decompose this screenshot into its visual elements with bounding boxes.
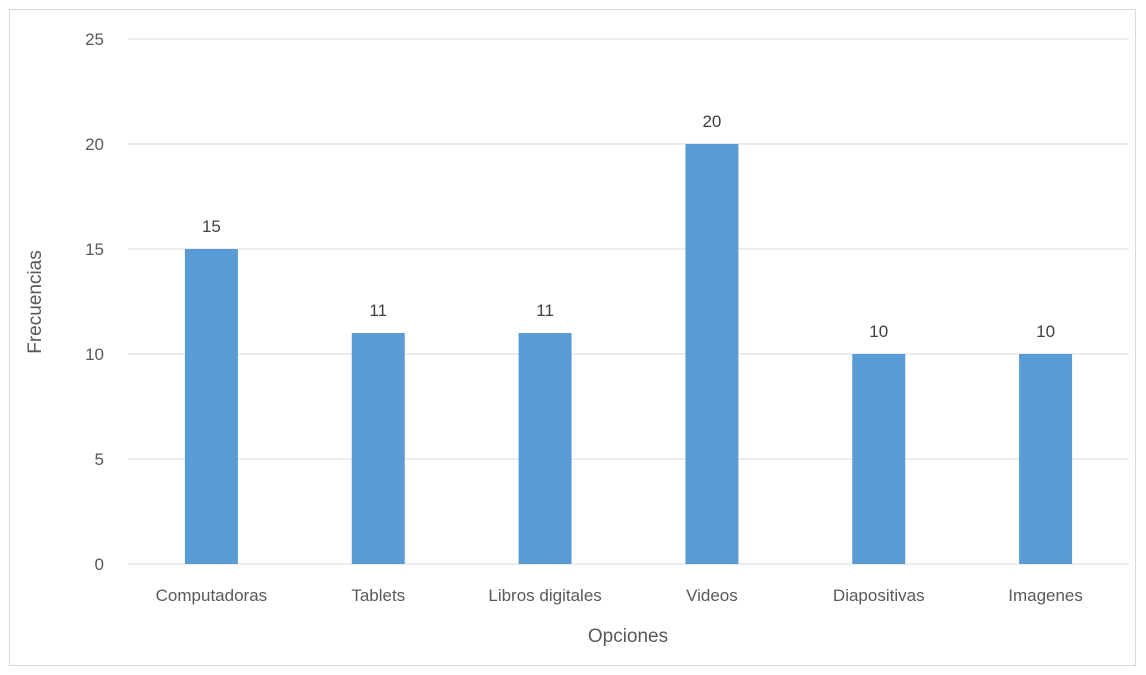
- category-label: Videos: [686, 586, 738, 605]
- y-tick-label: 10: [85, 345, 104, 364]
- bar: [1019, 354, 1073, 564]
- category-label: Libros digitales: [488, 586, 601, 605]
- data-label: 10: [1036, 322, 1055, 341]
- y-tick-label: 15: [85, 240, 104, 259]
- category-label: Imagenes: [1008, 586, 1083, 605]
- category-label: Computadoras: [156, 586, 268, 605]
- y-tick-label: 25: [85, 30, 104, 49]
- bar: [852, 354, 906, 564]
- y-tick-label: 5: [95, 450, 104, 469]
- data-label: 20: [702, 112, 721, 131]
- category-labels: Computadoras Tablets Libros digitales Video…: [156, 586, 1083, 605]
- y-tick-label: 0: [95, 555, 104, 574]
- data-label: 10: [869, 322, 888, 341]
- gridlines: [128, 38, 1129, 565]
- category-label: Tablets: [351, 586, 405, 605]
- data-labels: 15 11 11 20 10 10: [202, 112, 1055, 341]
- y-axis-title: Frecuencias: [25, 250, 46, 354]
- bar: [184, 249, 238, 564]
- x-axis-title: Opciones: [588, 626, 668, 647]
- data-label: 11: [536, 301, 554, 320]
- bars: [184, 144, 1073, 564]
- category-label: Diapositivas: [833, 586, 925, 605]
- bar: [518, 333, 572, 564]
- y-tick-label: 20: [85, 135, 104, 154]
- data-label: 11: [369, 301, 387, 320]
- y-tick-labels: 0 5 10 15 20 25: [85, 30, 104, 574]
- data-label: 15: [202, 217, 221, 236]
- bar: [685, 144, 739, 564]
- bar: [351, 333, 405, 564]
